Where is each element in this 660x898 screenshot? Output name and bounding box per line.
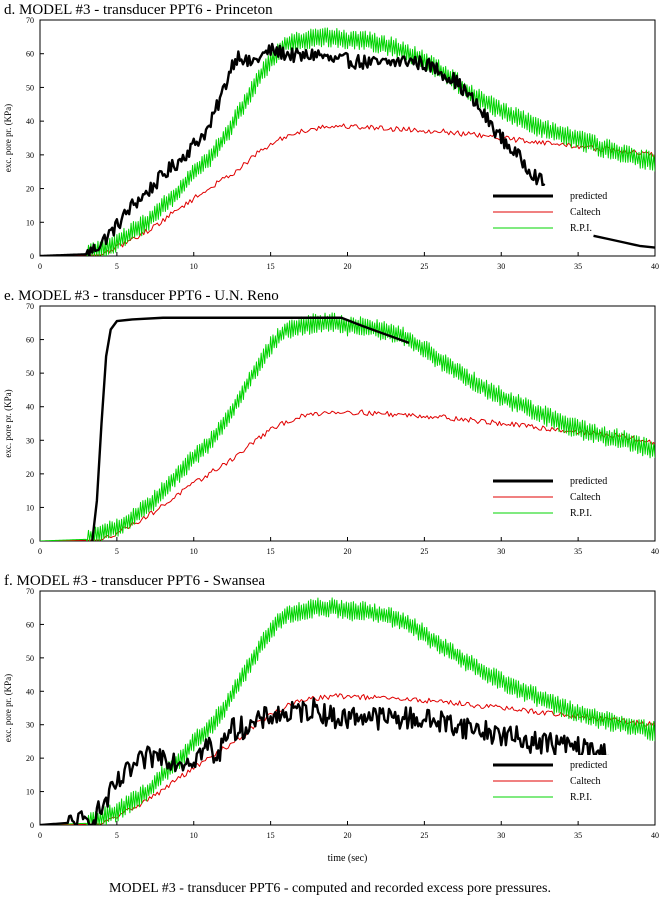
x-tick-label: 0 — [38, 262, 42, 271]
legend-background — [488, 471, 638, 487]
x-tick-label: 10 — [190, 262, 198, 271]
x-tick-label: 5 — [115, 547, 119, 556]
series-line-caltech — [40, 693, 655, 825]
legend-background — [488, 787, 638, 803]
y-tick-label: 30 — [26, 151, 34, 160]
legend: predicted Caltech R.P.I. — [488, 755, 638, 803]
y-tick-label: 0 — [30, 252, 34, 261]
y-tick-label: 40 — [26, 117, 34, 126]
y-tick-label: 70 — [26, 587, 34, 596]
x-tick-label: 5 — [115, 831, 119, 840]
legend-label: predicted — [570, 760, 607, 771]
x-tick-label: 30 — [497, 547, 505, 556]
y-tick-label: 60 — [26, 50, 34, 59]
y-tick-label: 50 — [26, 83, 34, 92]
x-tick-label: 20 — [344, 262, 352, 271]
x-tick-label: 0 — [38, 547, 42, 556]
y-axis-label: exc. pore pr. (KPa) — [3, 674, 13, 742]
legend-background — [488, 755, 638, 771]
x-tick-label: 15 — [267, 831, 275, 840]
y-tick-label: 50 — [26, 654, 34, 663]
x-tick-label: 25 — [420, 262, 428, 271]
legend-label: Caltech — [570, 776, 601, 787]
chart-title: f. MODEL #3 - transducer PPT6 - Swansea — [4, 573, 265, 589]
x-tick-label: 40 — [651, 547, 659, 556]
y-tick-label: 20 — [26, 754, 34, 763]
y-tick-label: 60 — [26, 336, 34, 345]
x-tick-label: 40 — [651, 262, 659, 271]
y-tick-label: 0 — [30, 537, 34, 546]
chart-panel: e. MODEL #3 - transducer PPT6 - U.N. Ren… — [3, 288, 659, 556]
y-tick-label: 30 — [26, 436, 34, 445]
y-tick-label: 10 — [26, 788, 34, 797]
x-tick-label: 30 — [497, 262, 505, 271]
x-tick-label: 35 — [574, 831, 582, 840]
x-tick-label: 10 — [190, 831, 198, 840]
legend-label: R.P.I. — [570, 223, 592, 234]
chart-panel: f. MODEL #3 - transducer PPT6 - Swansea 0… — [3, 573, 659, 864]
series-line-caltech — [40, 409, 655, 541]
legend-label: predicted — [570, 191, 607, 202]
y-tick-label: 20 — [26, 185, 34, 194]
y-tick-label: 0 — [30, 821, 34, 830]
x-tick-label: 35 — [574, 547, 582, 556]
x-tick-label: 20 — [344, 547, 352, 556]
chart-title: d. MODEL #3 - transducer PPT6 - Princeto… — [4, 2, 273, 18]
x-tick-label: 30 — [497, 831, 505, 840]
chart-panel: d. MODEL #3 - transducer PPT6 - Princeto… — [3, 2, 659, 271]
x-tick-label: 5 — [115, 262, 119, 271]
y-tick-label: 30 — [26, 721, 34, 730]
figure-caption: MODEL #3 - transducer PPT6 - computed an… — [109, 881, 551, 896]
legend-background — [488, 487, 638, 503]
x-tick-label: 15 — [267, 547, 275, 556]
y-axis-label: exc. pore pr. (KPa) — [3, 104, 13, 172]
y-tick-label: 10 — [26, 218, 34, 227]
legend: predicted Caltech R.P.I. — [488, 186, 638, 234]
y-axis-label: exc. pore pr. (KPa) — [3, 389, 13, 457]
x-tick-label: 0 — [38, 831, 42, 840]
legend-background — [488, 202, 638, 218]
x-tick-label: 20 — [344, 831, 352, 840]
x-tick-label: 25 — [420, 831, 428, 840]
y-tick-label: 70 — [26, 16, 34, 25]
x-tick-label: 10 — [190, 547, 198, 556]
series-line-r-p-i — [40, 312, 655, 541]
series-line-predicted — [593, 234, 655, 249]
series-line-r-p-i — [40, 597, 655, 825]
y-tick-label: 20 — [26, 470, 34, 479]
legend-label: Caltech — [570, 492, 601, 503]
x-tick-label: 40 — [651, 831, 659, 840]
y-tick-label: 40 — [26, 687, 34, 696]
legend-background — [488, 218, 638, 234]
legend-background — [488, 503, 638, 519]
series-line-r-p-i — [40, 27, 655, 256]
y-tick-label: 40 — [26, 403, 34, 412]
y-tick-label: 50 — [26, 369, 34, 378]
x-tick-label: 15 — [267, 262, 275, 271]
series-line-caltech — [40, 123, 655, 256]
y-tick-label: 60 — [26, 620, 34, 629]
y-tick-label: 70 — [26, 302, 34, 311]
chart-title: e. MODEL #3 - transducer PPT6 - U.N. Ren… — [4, 288, 279, 304]
x-tick-label: 35 — [574, 262, 582, 271]
legend-background — [488, 771, 638, 787]
legend-label: Caltech — [570, 207, 601, 218]
legend-label: predicted — [570, 476, 607, 487]
series-line-predicted — [40, 42, 546, 256]
legend-label: R.P.I. — [570, 508, 592, 519]
series-line-predicted — [91, 316, 410, 541]
legend-background — [488, 186, 638, 202]
y-tick-label: 10 — [26, 503, 34, 512]
x-axis-label: time (sec) — [328, 853, 368, 864]
legend: predicted Caltech R.P.I. — [488, 471, 638, 519]
series-line-predicted — [40, 697, 611, 825]
legend-label: R.P.I. — [570, 792, 592, 803]
x-tick-label: 25 — [420, 547, 428, 556]
